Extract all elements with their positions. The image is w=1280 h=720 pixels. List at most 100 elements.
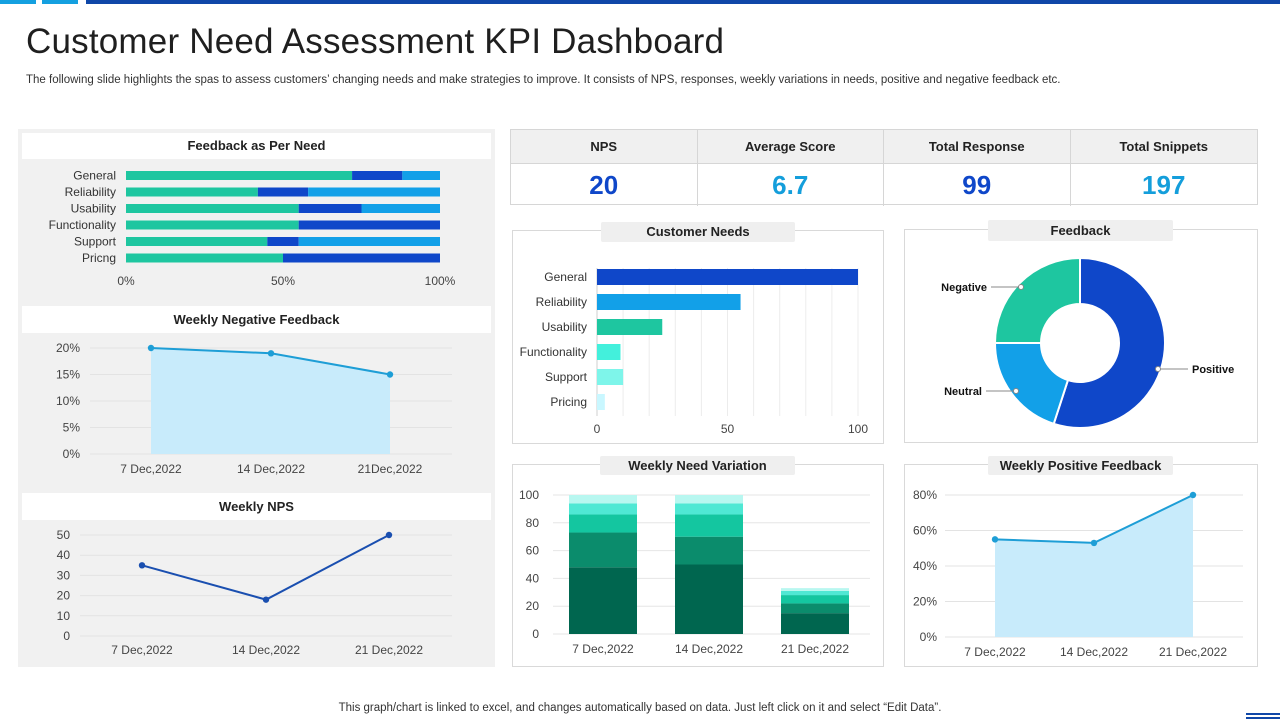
y-tick-label: 20 bbox=[526, 599, 540, 613]
x-tick-label-14-dec-2022: 14 Dec,2022 bbox=[237, 462, 305, 476]
y-tick-label: 20% bbox=[913, 595, 937, 609]
kpi-value-average-score: 6.7 bbox=[698, 164, 884, 206]
data-point-7-dec-2022 bbox=[138, 562, 146, 569]
bar-21-dec-2022-series-1 bbox=[781, 613, 849, 634]
x-tick-label-14-dec-2022: 14 Dec,2022 bbox=[232, 643, 300, 657]
x-tick-label-7-dec-2022: 7 Dec,2022 bbox=[120, 462, 182, 476]
accent-bar-3 bbox=[86, 0, 1280, 4]
slice-label-negative: Negative bbox=[941, 282, 987, 294]
kpi-label-average-score: Average Score bbox=[697, 130, 884, 164]
x-tick-label-21-dec-2022: 21 Dec,2022 bbox=[355, 643, 423, 657]
data-point-7-dec-2022 bbox=[991, 536, 999, 543]
bar-14-dec-2022-series-4 bbox=[675, 503, 743, 515]
accent-bar-2 bbox=[42, 0, 78, 4]
data-point-21dec-2022 bbox=[386, 371, 394, 378]
category-label-usability: Usability bbox=[71, 202, 116, 216]
kpi-value-total-snippets: 197 bbox=[1142, 169, 1186, 200]
bar-usability-series-1 bbox=[126, 204, 299, 213]
bar-21-dec-2022-series-3 bbox=[781, 595, 849, 604]
x-tick-label-14-dec-2022: 14 Dec,2022 bbox=[1060, 645, 1128, 659]
y-tick-label: 0 bbox=[63, 629, 70, 643]
data-point-14-dec-2022 bbox=[1090, 539, 1098, 547]
category-label-pricing: Pricing bbox=[550, 395, 587, 409]
weekly-negative-heading: Weekly Negative Feedback bbox=[22, 306, 491, 333]
x-tick-label-21-dec-2022: 21 Dec,2022 bbox=[781, 642, 849, 656]
y-tick-label: 10% bbox=[56, 394, 80, 408]
bar-functionality-series-2 bbox=[298, 220, 440, 230]
x-tick-label: 0 bbox=[594, 422, 601, 436]
area-fill bbox=[151, 348, 390, 454]
y-tick-label: 0% bbox=[63, 447, 81, 461]
x-tick-label: 100 bbox=[848, 422, 868, 436]
weekly-nps-heading: Weekly NPS bbox=[22, 493, 491, 520]
slice-label-neutral: Neutral bbox=[944, 386, 982, 398]
weekly-need-variation-heading: Weekly Need Variation bbox=[600, 456, 795, 475]
bar-14-dec-2022-series-5 bbox=[675, 495, 743, 504]
feedback-per-need-chart[interactable]: General Reliability Usability Functionality… bbox=[22, 160, 491, 302]
y-tick-label: 20 bbox=[57, 589, 71, 603]
footer-bar-2 bbox=[1246, 717, 1280, 719]
x-tick-label-7-dec-2022: 7 Dec,2022 bbox=[572, 642, 634, 656]
slice-negative bbox=[993, 256, 1081, 344]
customer-needs-card bbox=[512, 230, 884, 444]
slice-positive bbox=[1052, 256, 1166, 429]
kpi-label-total-snippets: Total Snippets bbox=[1070, 130, 1257, 164]
bar-pricng-series-1 bbox=[126, 253, 283, 263]
slice-neutral bbox=[993, 342, 1070, 426]
weekly-negative-chart[interactable]: 0% 5% 10% 15% 20% 7 Dec,2022 14 Dec,2022 21Dec,… bbox=[22, 334, 491, 484]
customer-needs-heading: Customer Needs bbox=[601, 222, 795, 242]
x-tick-label-21dec-2022: 21Dec,2022 bbox=[358, 462, 423, 476]
y-tick-label: 20% bbox=[56, 341, 80, 355]
weekly-positive-heading: Weekly Positive Feedback bbox=[988, 456, 1173, 475]
bar-21-dec-2022-series-4 bbox=[781, 590, 849, 596]
category-label-functionality: Functionality bbox=[49, 218, 116, 232]
data-point-7-dec-2022 bbox=[147, 344, 155, 352]
bar-reliability-series-3 bbox=[308, 187, 440, 197]
y-tick-label: 0% bbox=[920, 630, 938, 644]
weekly-nps-chart[interactable]: 0 10 20 30 40 50 7 Dec,2022 14 Dec,2022 21 Dec,2… bbox=[22, 521, 491, 663]
leader-dot-neutral bbox=[1013, 388, 1019, 394]
bar-7-dec-2022-series-5 bbox=[569, 495, 637, 504]
kpi-table: NPS Average Score Total Response Total S… bbox=[510, 129, 1258, 206]
accent-bar-1 bbox=[0, 0, 36, 4]
x-tick-label-21-dec-2022: 21 Dec,2022 bbox=[1159, 645, 1227, 659]
page-subtitle: The following slide highlights the spas … bbox=[26, 74, 1061, 86]
bar-usability-series-2 bbox=[298, 204, 362, 213]
bar-support-series-1 bbox=[126, 237, 268, 246]
y-tick-label: 0 bbox=[532, 627, 539, 641]
feedback-per-need-heading: Feedback as Per Need bbox=[22, 133, 491, 159]
bar-reliability bbox=[597, 294, 741, 310]
customer-needs-chart[interactable]: General Reliability Usability Functionality… bbox=[513, 250, 883, 442]
bar-reliability-series-1 bbox=[126, 187, 258, 197]
bar-14-dec-2022-series-1 bbox=[675, 564, 743, 634]
category-label-pricng: Pricng bbox=[82, 251, 116, 265]
bar-usability bbox=[597, 319, 663, 335]
feedback-donut-chart[interactable]: Positive Neutral Negative bbox=[905, 242, 1257, 442]
category-label-functionality: Functionality bbox=[520, 345, 587, 359]
kpi-label-total-response: Total Response bbox=[884, 130, 1071, 164]
x-tick-label: 100% bbox=[425, 274, 456, 288]
category-label-reliability: Reliability bbox=[536, 295, 587, 309]
weekly-positive-chart[interactable]: 0% 20% 40% 60% 80% 7 Dec,2022 14 Dec,2022 21 De… bbox=[905, 478, 1257, 664]
bar-general-series-1 bbox=[126, 171, 353, 180]
y-tick-label: 15% bbox=[56, 368, 80, 382]
bar-support-series-2 bbox=[267, 237, 299, 246]
bar-7-dec-2022-series-1 bbox=[569, 567, 637, 634]
slice-label-positive: Positive bbox=[1192, 364, 1234, 376]
y-tick-label: 80 bbox=[526, 516, 540, 530]
category-label-support: Support bbox=[545, 370, 588, 384]
y-tick-label: 80% bbox=[913, 488, 937, 502]
x-tick-label: 50% bbox=[271, 274, 295, 288]
data-point-21-dec-2022 bbox=[1189, 491, 1197, 499]
bar-7-dec-2022-series-4 bbox=[569, 503, 637, 515]
category-label-general: General bbox=[73, 169, 116, 183]
bar-21-dec-2022-series-2 bbox=[781, 603, 849, 614]
area-fill bbox=[995, 495, 1193, 637]
bar-support bbox=[597, 369, 624, 385]
weekly-need-variation-chart[interactable]: 0 20 40 60 80 100 7 Dec,2022 14 Dec,2022 21 Dec,… bbox=[513, 478, 883, 664]
bar-pricing bbox=[597, 394, 605, 410]
category-label-support: Support bbox=[74, 235, 117, 249]
y-tick-label: 10 bbox=[57, 609, 71, 623]
bar-14-dec-2022-series-3 bbox=[675, 514, 743, 537]
y-tick-label: 60% bbox=[913, 524, 937, 538]
